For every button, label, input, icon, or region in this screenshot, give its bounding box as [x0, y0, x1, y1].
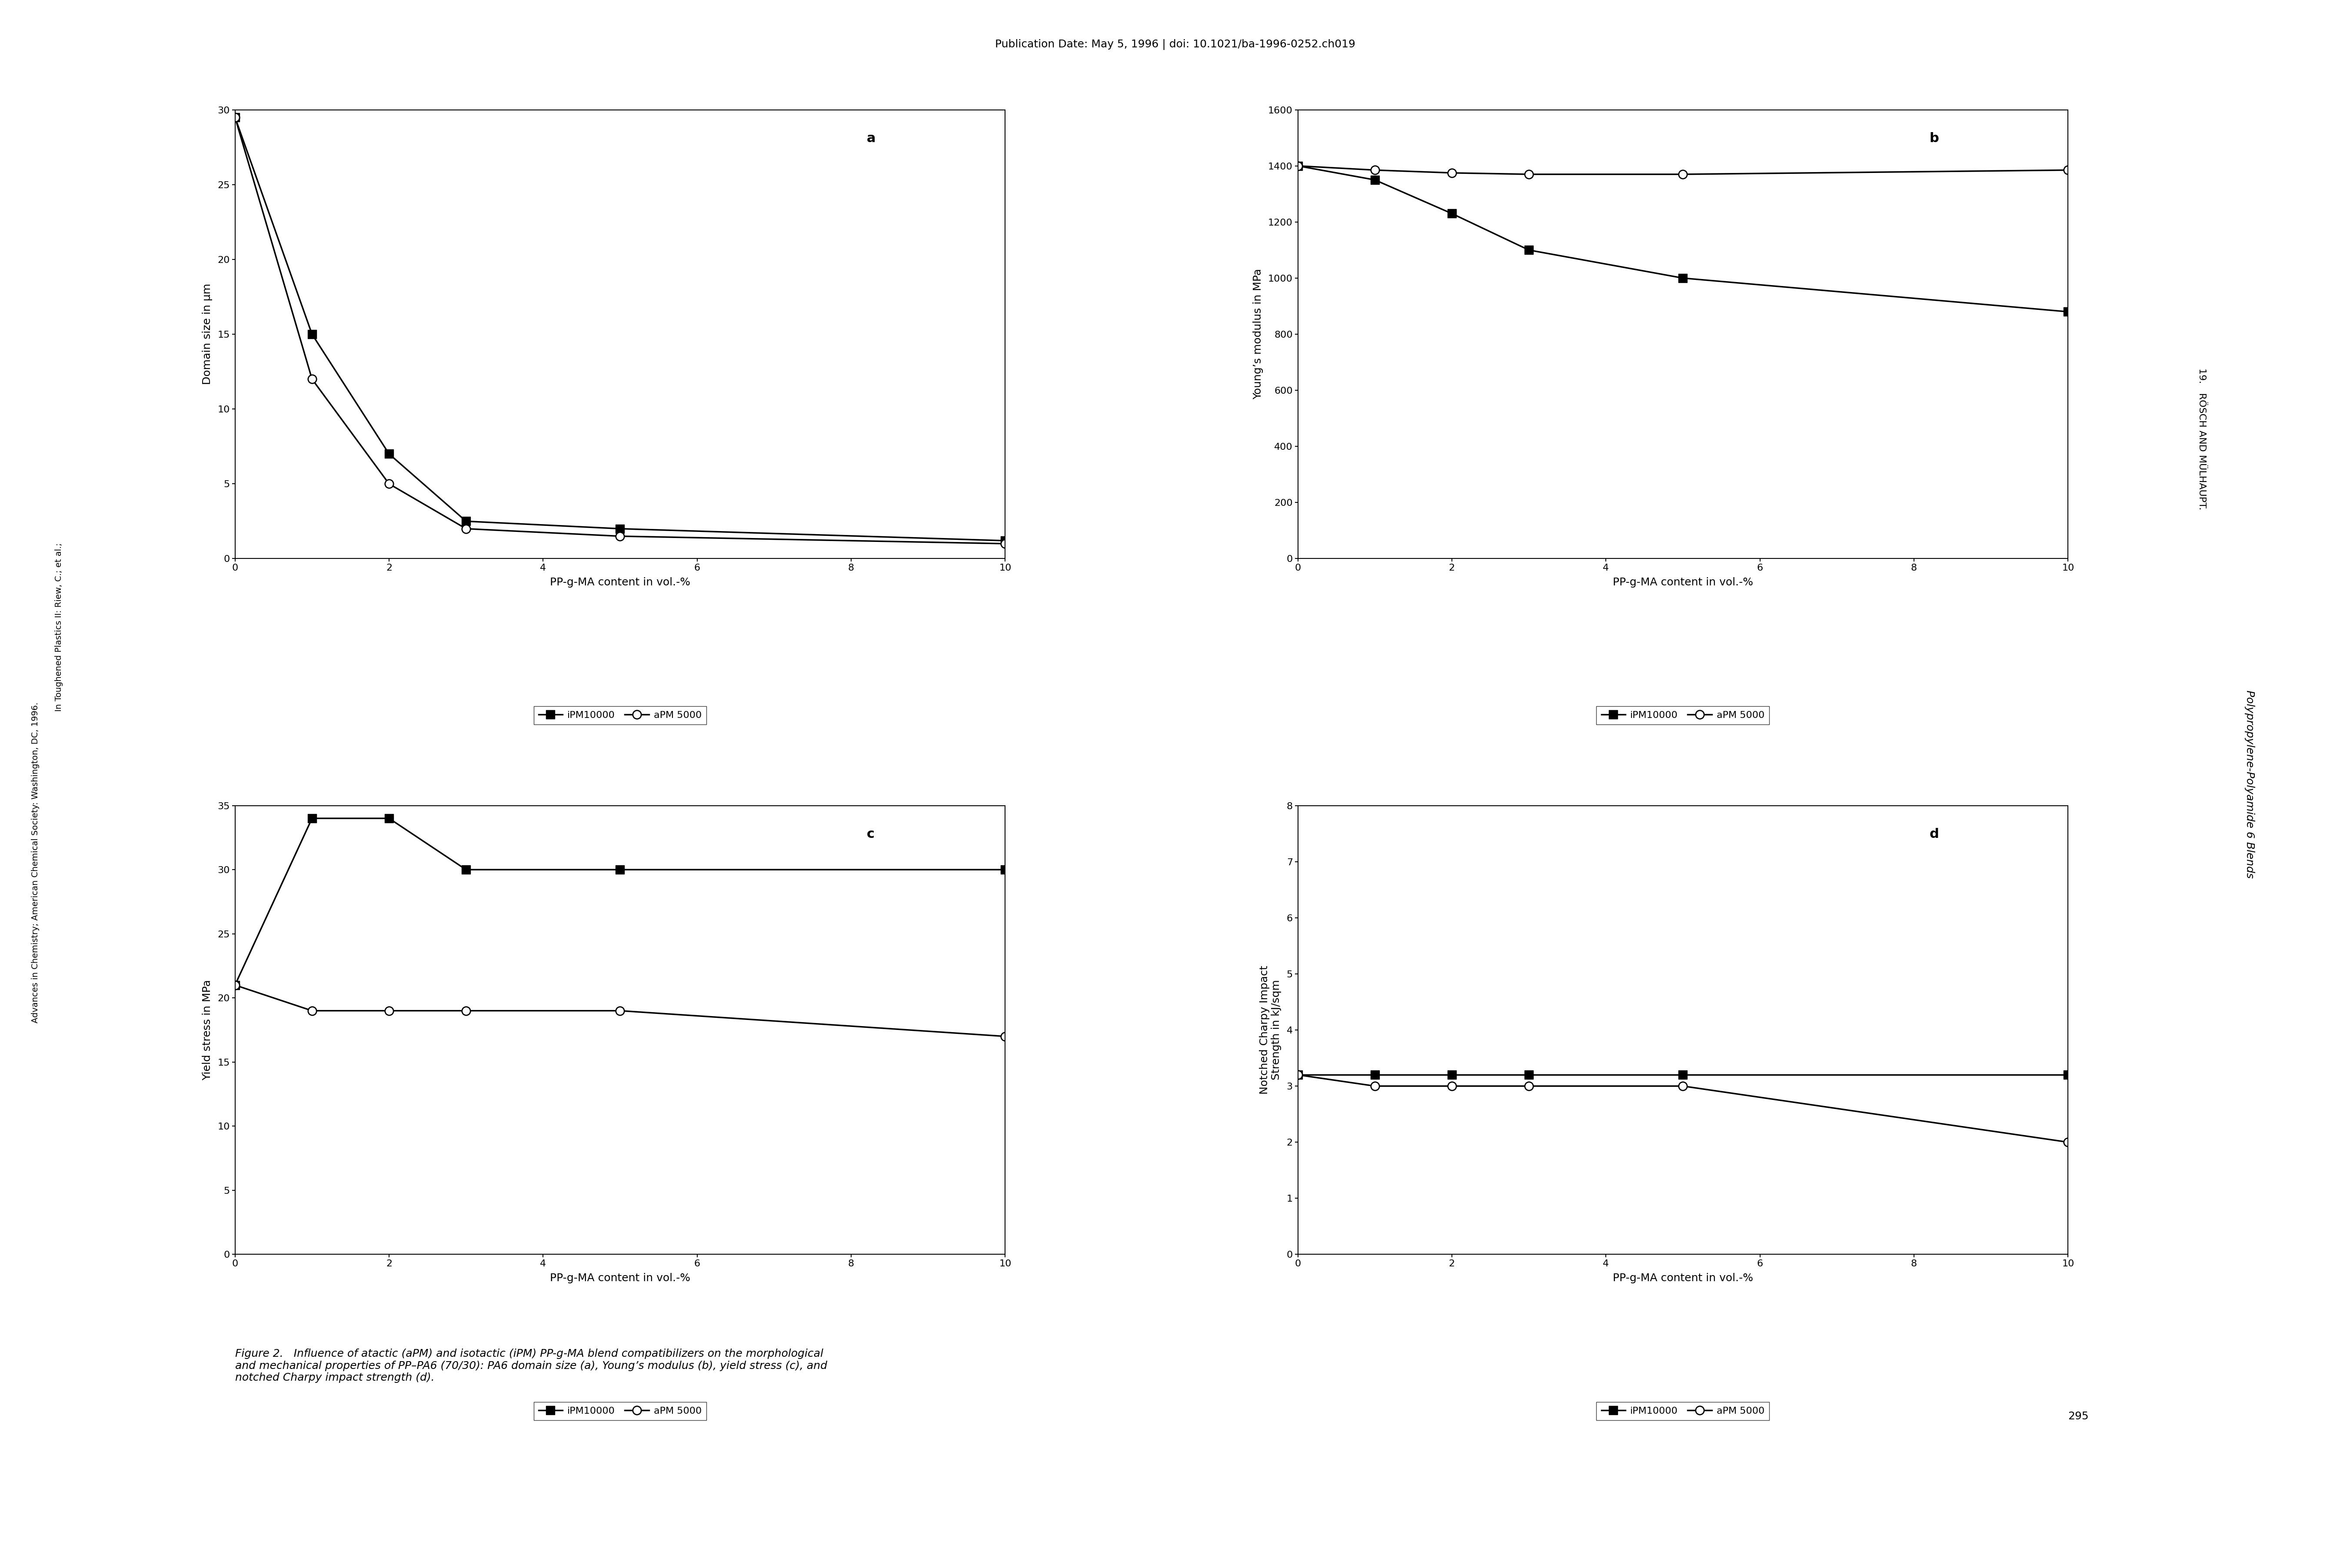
iPM10000: [1516, 240, 1544, 259]
Line: iPM10000: iPM10000: [1292, 162, 2073, 317]
Legend: iPM10000, aPM 5000: iPM10000, aPM 5000: [533, 706, 707, 724]
Text: a: a: [867, 132, 877, 144]
iPM10000: [1516, 1065, 1544, 1083]
Text: 295: 295: [2068, 1411, 2089, 1422]
iPM10000: [1361, 171, 1389, 190]
Line: aPM 5000: aPM 5000: [1292, 162, 2073, 179]
Line: aPM 5000: aPM 5000: [230, 113, 1010, 547]
Line: iPM10000: iPM10000: [1292, 1071, 2073, 1079]
X-axis label: PP-g-MA content in vol.-%: PP-g-MA content in vol.-%: [1612, 577, 1753, 588]
iPM10000: [451, 511, 479, 530]
Line: iPM10000: iPM10000: [230, 113, 1010, 546]
iPM10000: [2054, 1065, 2082, 1083]
X-axis label: PP-g-MA content in vol.-%: PP-g-MA content in vol.-%: [550, 577, 691, 588]
aPM 5000: [221, 975, 249, 994]
iPM10000: [298, 325, 327, 343]
Line: iPM10000: iPM10000: [230, 814, 1010, 989]
Text: Polypropylene-Polyamide 6 Blends: Polypropylene-Polyamide 6 Blends: [2244, 690, 2254, 878]
iPM10000: [1668, 1065, 1697, 1083]
Legend: iPM10000, aPM 5000: iPM10000, aPM 5000: [533, 1402, 707, 1421]
iPM10000: [298, 809, 327, 828]
aPM 5000: [376, 1002, 404, 1021]
aPM 5000: [1283, 1065, 1311, 1083]
aPM 5000: [1516, 1077, 1544, 1096]
aPM 5000: [2054, 160, 2082, 179]
aPM 5000: [1361, 160, 1389, 179]
aPM 5000: [992, 1027, 1020, 1046]
iPM10000: [1438, 1065, 1466, 1083]
aPM 5000: [1283, 157, 1311, 176]
Y-axis label: Domain size in μm: Domain size in μm: [202, 284, 214, 384]
aPM 5000: [451, 519, 479, 538]
aPM 5000: [451, 1002, 479, 1021]
Legend: iPM10000, aPM 5000: iPM10000, aPM 5000: [1596, 1402, 1770, 1421]
iPM10000: [221, 108, 249, 127]
iPM10000: [376, 809, 404, 828]
Text: b: b: [1929, 132, 1939, 144]
iPM10000: [1283, 157, 1311, 176]
iPM10000: [1668, 268, 1697, 287]
aPM 5000: [298, 370, 327, 389]
iPM10000: [1283, 1065, 1311, 1083]
Text: d: d: [1929, 828, 1939, 840]
iPM10000: [2054, 303, 2082, 321]
aPM 5000: [1361, 1077, 1389, 1096]
Y-axis label: Young’s modulus in MPa: Young’s modulus in MPa: [1253, 268, 1264, 400]
aPM 5000: [606, 527, 635, 546]
Line: aPM 5000: aPM 5000: [1292, 1071, 2073, 1146]
Text: Publication Date: May 5, 1996 | doi: 10.1021/ba-1996-0252.ch019: Publication Date: May 5, 1996 | doi: 10.…: [994, 39, 1356, 50]
iPM10000: [1438, 204, 1466, 223]
iPM10000: [606, 861, 635, 880]
aPM 5000: [1668, 165, 1697, 183]
X-axis label: PP-g-MA content in vol.-%: PP-g-MA content in vol.-%: [550, 1273, 691, 1284]
Text: 19.   RÖSCH AND MÜLHAUPT.: 19. RÖSCH AND MÜLHAUPT.: [2197, 368, 2207, 510]
aPM 5000: [1516, 165, 1544, 183]
iPM10000: [992, 861, 1020, 880]
aPM 5000: [298, 1002, 327, 1021]
aPM 5000: [1438, 1077, 1466, 1096]
aPM 5000: [606, 1002, 635, 1021]
aPM 5000: [221, 108, 249, 127]
aPM 5000: [1438, 163, 1466, 182]
Line: aPM 5000: aPM 5000: [230, 982, 1010, 1041]
iPM10000: [606, 519, 635, 538]
Y-axis label: Yield stress in MPa: Yield stress in MPa: [202, 980, 214, 1080]
aPM 5000: [376, 475, 404, 494]
Text: In Toughened Plastics II: Riew, C.; et al.;: In Toughened Plastics II: Riew, C.; et a…: [54, 543, 63, 712]
iPM10000: [451, 861, 479, 880]
iPM10000: [376, 444, 404, 463]
Text: c: c: [867, 828, 874, 840]
aPM 5000: [2054, 1132, 2082, 1151]
aPM 5000: [992, 535, 1020, 554]
Y-axis label: Notched Charpy Impact
Strength in kJ/sqm: Notched Charpy Impact Strength in kJ/sqm: [1260, 966, 1281, 1094]
X-axis label: PP-g-MA content in vol.-%: PP-g-MA content in vol.-%: [1612, 1273, 1753, 1284]
aPM 5000: [1668, 1077, 1697, 1096]
iPM10000: [1361, 1065, 1389, 1083]
iPM10000: [221, 975, 249, 994]
Legend: iPM10000, aPM 5000: iPM10000, aPM 5000: [1596, 706, 1770, 724]
Text: Advances in Chemistry; American Chemical Society: Washington, DC, 1996.: Advances in Chemistry; American Chemical…: [31, 702, 40, 1022]
Text: Figure 2.   Influence of atactic (aPM) and isotactic (iPM) PP-g-MA blend compati: Figure 2. Influence of atactic (aPM) and…: [235, 1348, 827, 1383]
iPM10000: [992, 532, 1020, 550]
